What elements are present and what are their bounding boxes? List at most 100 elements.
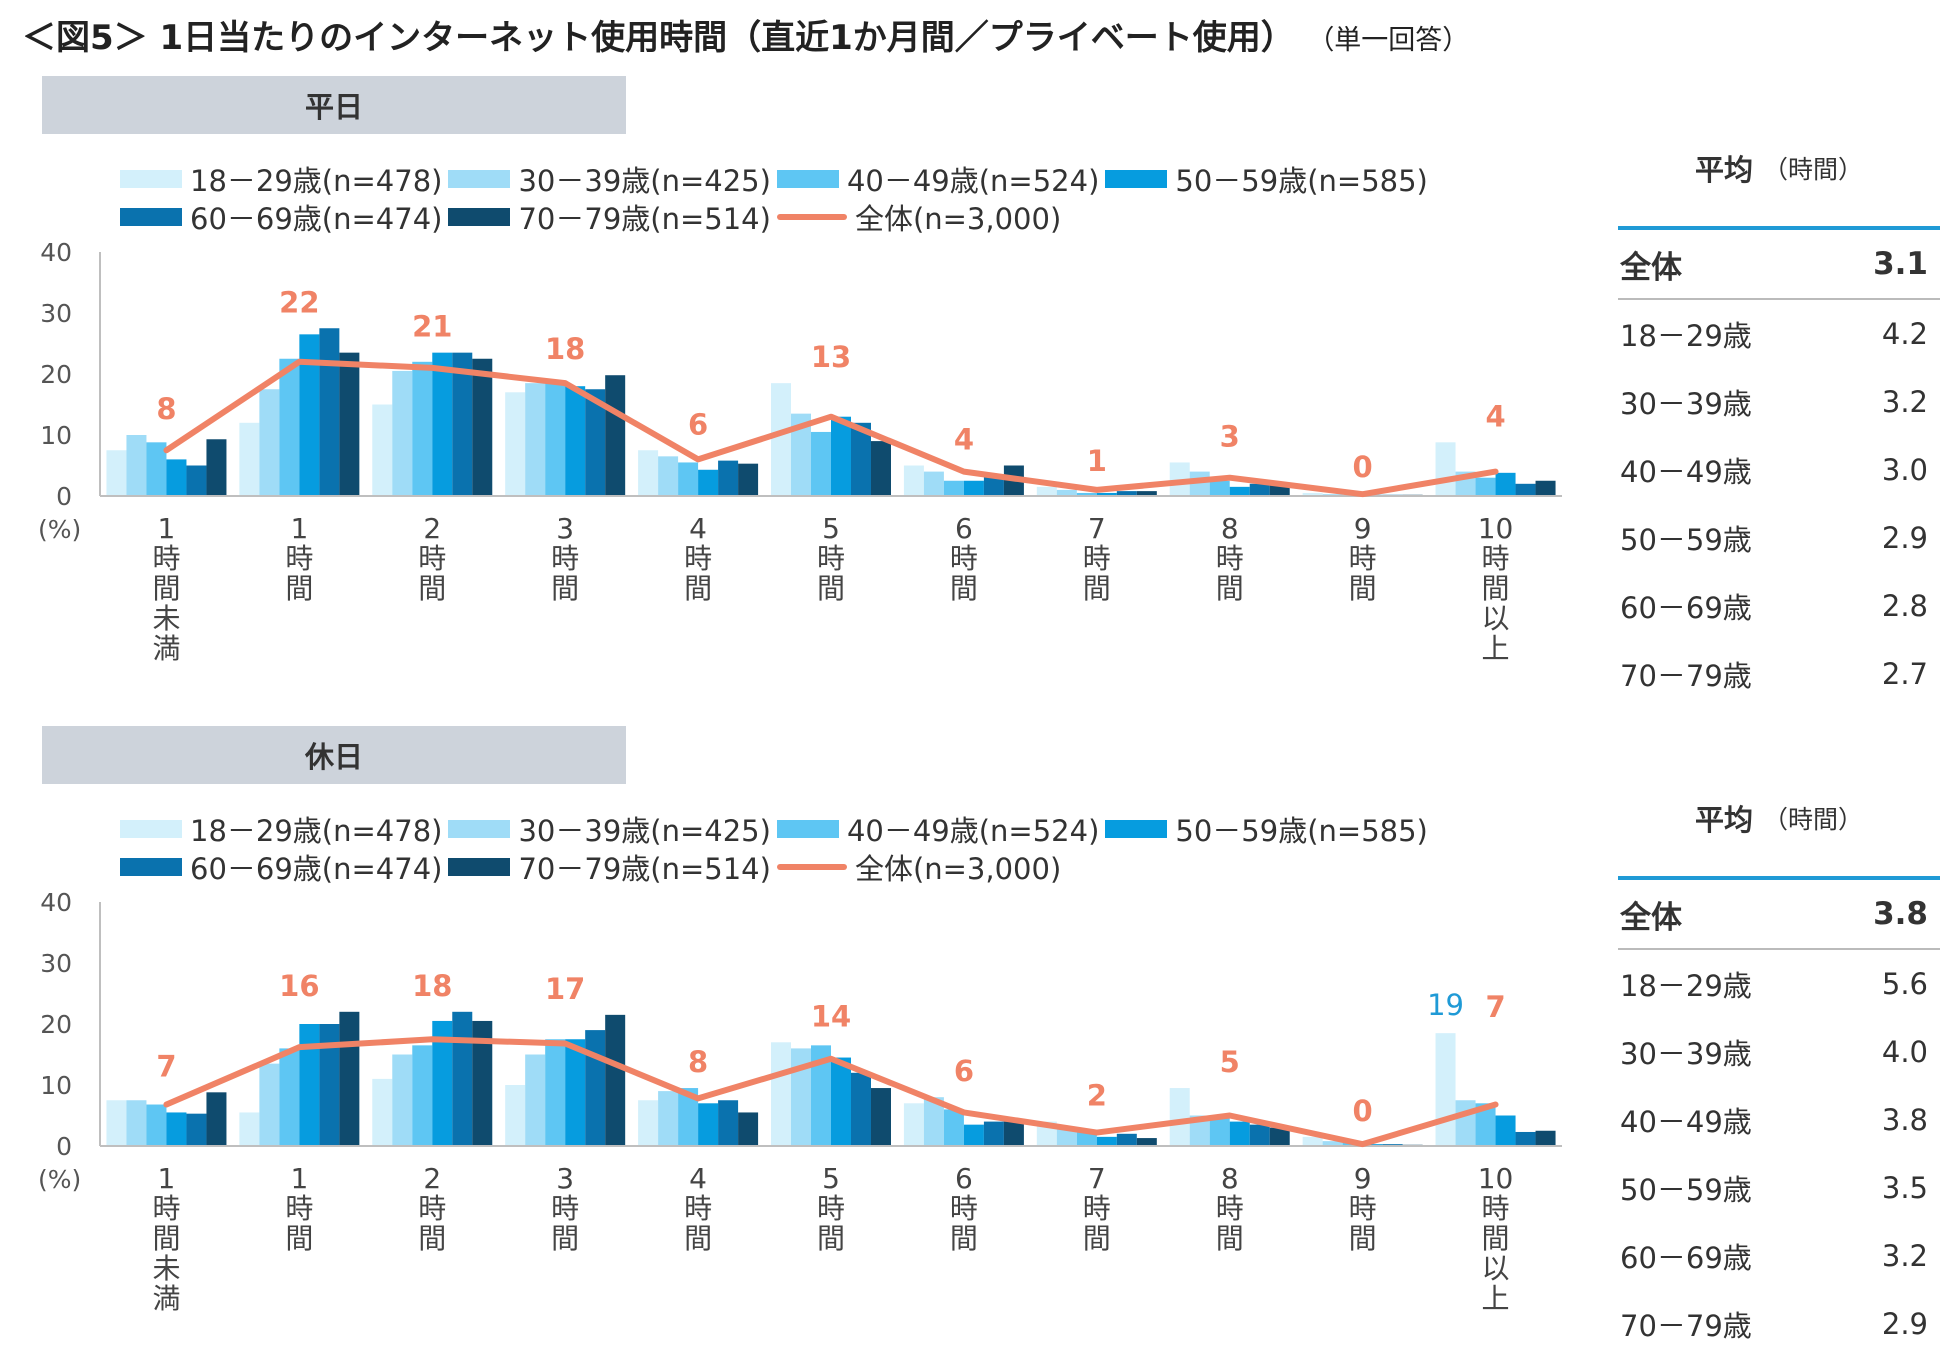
average-row: 30－39歳 4.0 xyxy=(1618,1018,1940,1086)
bar xyxy=(983,474,1004,496)
legend-label: 60－69歳(n=474) xyxy=(190,202,443,236)
bar xyxy=(983,1121,1004,1146)
bar xyxy=(279,358,300,496)
bar xyxy=(658,1091,679,1146)
bar xyxy=(186,465,207,496)
bar xyxy=(1435,442,1456,496)
average-value: 2.7 xyxy=(1881,657,1928,691)
bar xyxy=(1475,477,1496,496)
x-tick-label: 1 時間未満 xyxy=(152,1162,180,1315)
legend-item: 60－69歳(n=474) xyxy=(120,846,442,888)
bar xyxy=(718,460,739,496)
panel-label-holiday: 休日 xyxy=(42,726,626,784)
legend-item: 全体(n=3,000) xyxy=(776,846,1062,888)
bar xyxy=(1116,1133,1137,1146)
bar xyxy=(545,383,566,496)
average-row: 18－29歳 5.6 xyxy=(1618,950,1940,1018)
line-data-label: 8 xyxy=(688,1045,708,1079)
average-header: 平均 （時間） xyxy=(1618,138,1940,198)
bar xyxy=(339,352,360,496)
bar xyxy=(963,1124,984,1146)
legend-label: 30－39歳(n=425) xyxy=(518,814,771,848)
line-data-label: 16 xyxy=(279,969,319,1003)
legend-item: 50－59歳(n=585) xyxy=(1105,808,1428,850)
bar xyxy=(943,1109,964,1146)
bar xyxy=(525,1054,546,1146)
average-label: 50－59歳 xyxy=(1620,1173,1752,1207)
average-value: 3.1 xyxy=(1873,246,1928,282)
bar xyxy=(678,462,699,496)
average-row: 30－39歳 3.2 xyxy=(1618,368,1940,436)
bar xyxy=(319,328,340,496)
bar xyxy=(505,392,526,496)
legend-item: 50－59歳(n=585) xyxy=(1105,158,1428,200)
average-value: 3.2 xyxy=(1881,385,1928,419)
legend-item: 18－29歳(n=478) xyxy=(120,808,442,850)
average-value: 4.2 xyxy=(1881,317,1928,351)
bar xyxy=(1189,1115,1210,1146)
x-tick-label: 2 時間 xyxy=(418,512,446,605)
line-data-label: 18 xyxy=(545,332,585,366)
legend-label: 60－69歳(n=474) xyxy=(190,852,443,886)
bar xyxy=(146,442,167,496)
title-text: ＜図5＞ 1日当たりのインターネット使用時間（直近1か月間／プライベート使用） xyxy=(22,18,1295,58)
legend-label: 70－79歳(n=514) xyxy=(518,202,771,236)
y-unit-label: (%) xyxy=(38,1165,81,1194)
bar xyxy=(1003,1121,1024,1146)
average-row-total: 全体 3.8 xyxy=(1618,880,1940,950)
bar xyxy=(126,435,147,496)
x-tick-label: 1 時間未満 xyxy=(152,512,180,665)
y-tick-label: 0 xyxy=(56,482,72,511)
line-data-label: 21 xyxy=(412,310,452,344)
bar xyxy=(452,1011,473,1146)
legend-swatch xyxy=(1105,820,1168,838)
legend-swatch xyxy=(776,820,839,838)
average-label: 60－69歳 xyxy=(1620,1241,1752,1275)
bar xyxy=(585,389,606,496)
line-data-label: 17 xyxy=(545,972,585,1006)
bar xyxy=(1535,480,1556,496)
average-header: 平均 （時間） xyxy=(1618,788,1940,848)
average-label: 40－49歳 xyxy=(1620,455,1752,489)
bar xyxy=(811,431,831,496)
bar xyxy=(545,1039,566,1146)
legend-item: 30－39歳(n=425) xyxy=(448,808,771,850)
line-data-label: 1 xyxy=(1087,444,1107,478)
bar xyxy=(1302,492,1323,496)
bar xyxy=(166,459,187,496)
bar xyxy=(106,1100,127,1146)
bar xyxy=(279,1048,300,1146)
bar xyxy=(565,386,586,496)
bar xyxy=(923,471,944,496)
line-data-label: 5 xyxy=(1220,1045,1240,1079)
legend-label: 全体(n=3,000) xyxy=(854,852,1062,886)
bar xyxy=(1036,486,1057,496)
average-unit: （時間） xyxy=(1763,805,1864,834)
x-tick-label: 4 時間 xyxy=(684,512,712,605)
legend-label: 40－49歳(n=524) xyxy=(846,164,1100,198)
x-tick-label: 2 時間 xyxy=(418,1162,446,1255)
bar xyxy=(1322,1141,1343,1146)
legend-swatch xyxy=(120,208,182,226)
line-data-label: 6 xyxy=(954,1054,974,1088)
line-data-label: 8 xyxy=(156,392,176,426)
average-value: 2.9 xyxy=(1881,521,1928,555)
line-data-label: 14 xyxy=(811,999,851,1033)
bar xyxy=(432,352,453,496)
bar xyxy=(1475,1103,1496,1146)
bar xyxy=(851,1072,871,1146)
average-row: 60－69歳 3.2 xyxy=(1618,1222,1940,1290)
x-tick-label: 10 時間以上 xyxy=(1478,512,1514,665)
bar xyxy=(565,1039,586,1146)
x-tick-label: 9 時間 xyxy=(1349,512,1377,605)
bar xyxy=(299,1024,320,1146)
bar xyxy=(638,1100,659,1146)
legend-label: 全体(n=3,000) xyxy=(854,202,1062,236)
average-table-weekday: 平均 （時間） 全体 3.1 18－29歳 4.2 30－39歳 3.2 40－49歳 3… xyxy=(1618,138,1940,708)
average-row: 70－79歳 2.9 xyxy=(1618,1290,1940,1358)
average-row: 18－29歳 4.2 xyxy=(1618,300,1940,368)
total-line xyxy=(163,1036,1499,1148)
average-header-label: 平均 xyxy=(1694,803,1753,837)
legend-swatch xyxy=(1105,170,1168,188)
bar xyxy=(412,1045,433,1146)
